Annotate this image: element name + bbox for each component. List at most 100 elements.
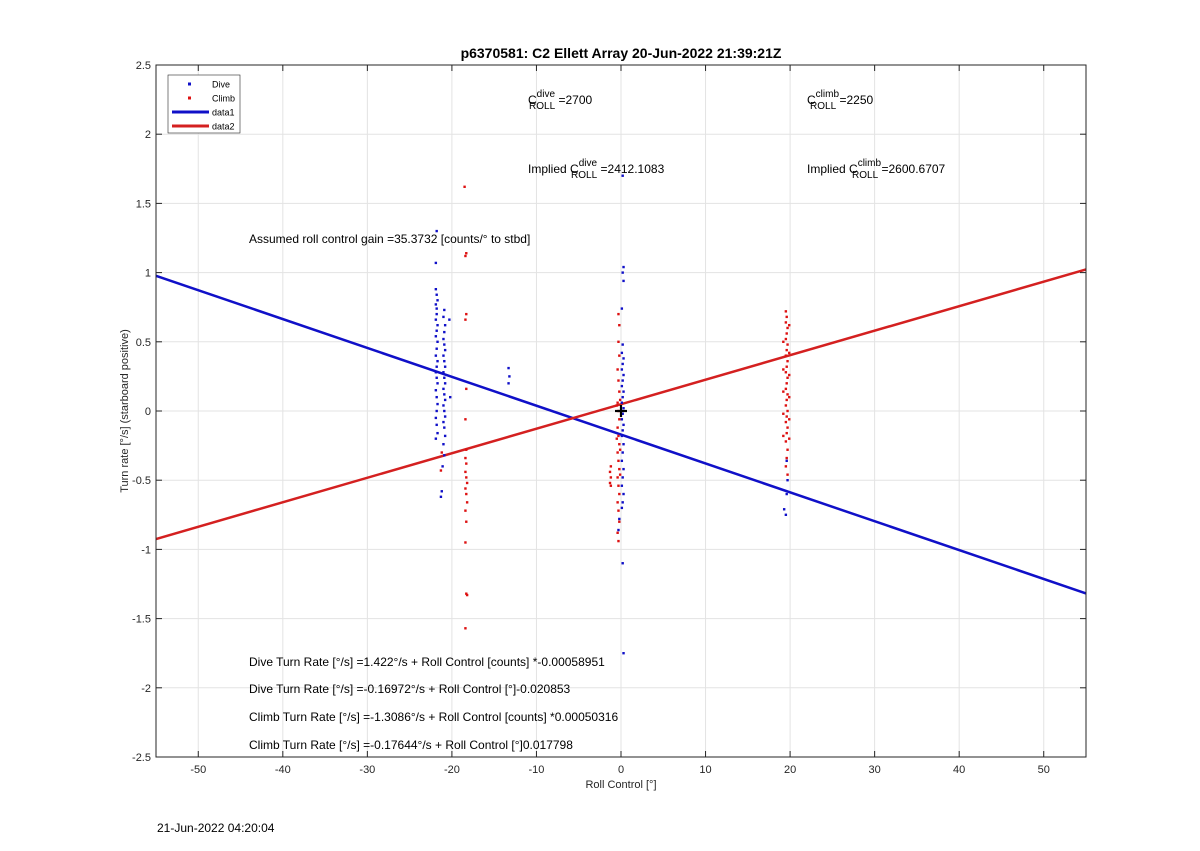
dive-point bbox=[441, 465, 444, 468]
climb-point bbox=[782, 434, 785, 438]
x-tick-label: -40 bbox=[275, 764, 291, 776]
climb-point bbox=[786, 359, 789, 363]
legend-label-dive: Dive bbox=[212, 80, 230, 90]
climb-point bbox=[617, 434, 620, 438]
dive-point bbox=[435, 365, 438, 368]
climb-point bbox=[784, 420, 788, 424]
dive-point bbox=[436, 431, 439, 435]
y-ticks: -2.5 -2 -1.5 -1 -0.5 0 0.5 1 1.5 2 2.5 bbox=[132, 60, 1086, 764]
climb-point bbox=[784, 465, 788, 468]
climb-point bbox=[617, 379, 620, 382]
dive-point bbox=[443, 426, 446, 429]
climb-point bbox=[608, 481, 612, 485]
dive-point bbox=[443, 382, 447, 385]
dive-point bbox=[785, 459, 788, 463]
x-ticks: -50 -40 -30 -20 -10 0 10 20 30 40 50 bbox=[190, 65, 1050, 776]
climb-point bbox=[785, 365, 788, 368]
climb-point bbox=[782, 340, 785, 343]
legend-label-data2: data2 bbox=[212, 122, 235, 132]
dive-point bbox=[622, 357, 625, 360]
dive-point bbox=[443, 434, 447, 438]
climb-point bbox=[786, 326, 789, 330]
climb-point bbox=[463, 185, 466, 188]
climb-point bbox=[617, 459, 620, 463]
climb-point bbox=[465, 476, 468, 479]
dive-point bbox=[443, 330, 446, 334]
dive-point bbox=[436, 299, 439, 302]
dive-point bbox=[507, 382, 510, 385]
dive-point bbox=[622, 652, 625, 655]
y-tick-label: -2 bbox=[141, 683, 151, 695]
c-dive-label: Cdive ROLL =2700 bbox=[528, 89, 593, 112]
climb-point bbox=[784, 321, 788, 324]
dive-point bbox=[621, 362, 624, 366]
dive-point bbox=[508, 375, 511, 378]
climb-point bbox=[615, 404, 618, 407]
climb-point bbox=[788, 351, 791, 355]
climb-point bbox=[465, 448, 468, 451]
climb-point bbox=[617, 509, 620, 512]
climb-point bbox=[788, 395, 791, 399]
plot-axes[interactable]: -50 -40 -30 -20 -10 0 10 20 30 40 50 -2.5-2-1.5-1-… bbox=[132, 60, 1087, 776]
climb-point bbox=[465, 462, 468, 465]
dive-point bbox=[435, 329, 438, 332]
dive-point bbox=[620, 484, 624, 487]
climb-point bbox=[608, 470, 612, 474]
climb-point bbox=[788, 437, 791, 440]
dive-point bbox=[435, 409, 438, 413]
dive-point bbox=[620, 459, 624, 463]
climb-point bbox=[439, 469, 443, 472]
dive-point bbox=[621, 395, 624, 399]
implied-c-climb-label: Implied Cclimb ROLL =2600.6707 bbox=[807, 158, 946, 181]
dive-point bbox=[435, 395, 438, 399]
dive-point bbox=[434, 389, 438, 392]
climb-point bbox=[616, 451, 619, 454]
climb-point bbox=[788, 373, 791, 377]
assumed-gain-label: Assumed roll control gain =35.3732 [coun… bbox=[249, 232, 530, 246]
climb-point bbox=[617, 340, 620, 343]
dive-point bbox=[443, 454, 446, 457]
climb-point bbox=[464, 254, 467, 258]
dive-point bbox=[620, 351, 624, 355]
dive-point bbox=[620, 368, 624, 371]
climb-point bbox=[464, 418, 467, 421]
dive-point bbox=[443, 398, 447, 402]
climb-point bbox=[617, 539, 620, 543]
data-points bbox=[434, 174, 791, 655]
dive-point bbox=[434, 354, 438, 357]
dive-point bbox=[436, 402, 439, 406]
dive-point bbox=[785, 492, 788, 496]
climb-point bbox=[616, 401, 619, 404]
climb-point bbox=[784, 387, 788, 391]
dive-point bbox=[622, 279, 625, 283]
dive-point bbox=[621, 429, 624, 432]
x-tick-label: 30 bbox=[869, 764, 881, 776]
fit-line-data2 bbox=[155, 268, 1087, 541]
x-tick-label: 10 bbox=[699, 764, 711, 776]
dive-point bbox=[436, 359, 439, 363]
y-tick-label: 2 bbox=[145, 129, 151, 141]
dive-point bbox=[434, 288, 438, 291]
dive-point bbox=[620, 307, 624, 310]
dive-point bbox=[622, 390, 625, 393]
climb-point bbox=[784, 371, 788, 374]
legend-label-data1: data1 bbox=[212, 108, 235, 118]
legend[interactable]: Dive Climb data1 data2 bbox=[167, 74, 241, 134]
dive-point bbox=[443, 409, 446, 413]
dive-eq-counts: Dive Turn Rate [°/s] =1.422°/s + Roll Co… bbox=[249, 655, 605, 669]
climb-point bbox=[609, 465, 613, 468]
dive-point bbox=[435, 307, 438, 310]
climb-point bbox=[616, 531, 619, 534]
dive-point bbox=[622, 373, 625, 377]
dive-point bbox=[622, 492, 625, 496]
y-tick-label: -0.5 bbox=[132, 475, 151, 487]
climb-point bbox=[784, 310, 788, 313]
legend-label-climb: Climb bbox=[212, 94, 235, 104]
climb-point bbox=[618, 473, 622, 476]
dive-point bbox=[449, 395, 452, 399]
climb-point bbox=[785, 456, 788, 460]
dive-point bbox=[620, 401, 624, 404]
climb-point bbox=[782, 412, 785, 415]
x-axis-label: Roll Control [°] bbox=[585, 779, 656, 791]
dive-point bbox=[621, 501, 624, 504]
